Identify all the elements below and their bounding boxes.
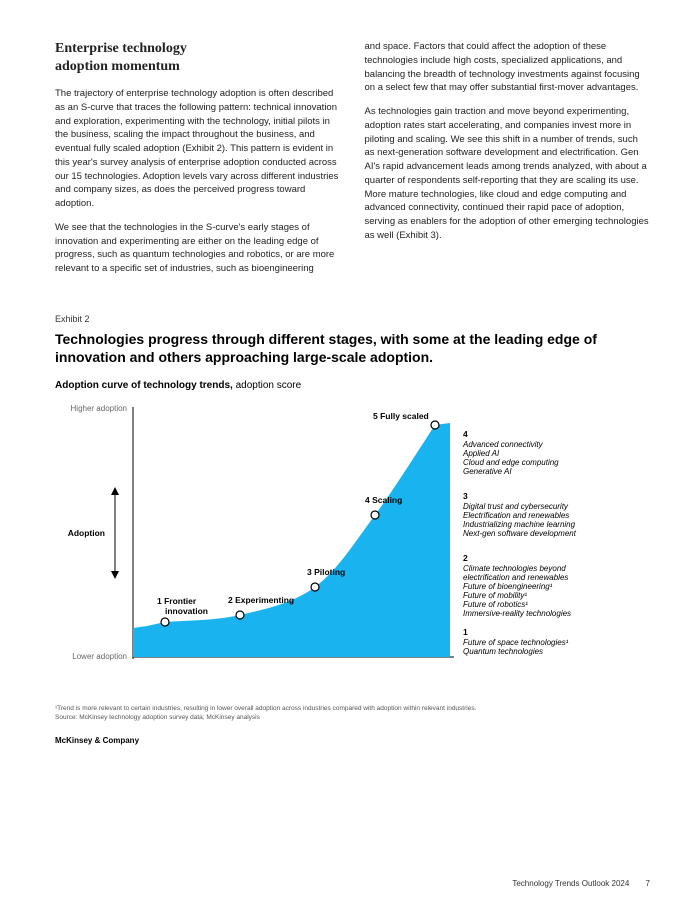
svg-text:electrification and renewables: electrification and renewables: [463, 573, 568, 582]
svg-text:Adoption: Adoption: [68, 528, 105, 538]
company-name: McKinsey & Company: [55, 736, 650, 745]
page-footer: Technology Trends Outlook 2024 7: [512, 879, 650, 888]
svg-text:Generative AI: Generative AI: [463, 467, 512, 476]
chart-subtitle-rest: adoption score: [233, 380, 301, 391]
svg-text:Lower adoption: Lower adoption: [72, 652, 127, 661]
svg-text:Quantum technologies: Quantum technologies: [463, 647, 543, 656]
svg-text:1: 1: [463, 627, 468, 637]
svg-text:Advanced connectivity: Advanced connectivity: [462, 440, 544, 449]
adoption-curve-chart: 1 Frontierinnovation 2 Experimenting 3 Pil…: [55, 397, 650, 697]
para-right-2: As technologies gain traction and move b…: [365, 105, 651, 243]
exhibit-2: Exhibit 2 Technologies progress through …: [55, 314, 650, 745]
svg-text:Higher adoption: Higher adoption: [71, 404, 127, 413]
exhibit-label: Exhibit 2: [55, 314, 650, 324]
para-left-1: The trajectory of enterprise technology …: [55, 87, 341, 211]
svg-text:Climate technologies beyond: Climate technologies beyond: [463, 564, 566, 573]
svg-text:Digital trust and cybersecurit: Digital trust and cybersecurity: [463, 502, 569, 511]
svg-text:Future of space technologies¹: Future of space technologies¹: [463, 638, 569, 647]
svg-text:4: 4: [463, 429, 468, 439]
footnote-line2: Source: McKinsey technology adoption sur…: [55, 714, 260, 721]
svg-text:Future of mobility¹: Future of mobility¹: [463, 591, 527, 600]
column-right: and space. Factors that could affect the…: [365, 40, 651, 286]
svg-text:Industrializing machine learni: Industrializing machine learning: [463, 520, 576, 529]
svg-text:5 Fully scaled: 5 Fully scaled: [373, 411, 429, 421]
svg-text:1 Frontier: 1 Frontier: [157, 596, 197, 606]
svg-text:4 Scaling: 4 Scaling: [365, 495, 402, 505]
svg-text:Electrification and renewables: Electrification and renewables: [463, 511, 569, 520]
body-columns: Enterprise technology adoption momentum …: [55, 40, 650, 286]
chart-footnote: ¹Trend is more relevant to certain indus…: [55, 705, 650, 722]
svg-text:Next-gen software development: Next-gen software development: [463, 529, 577, 538]
footnote-line1: ¹Trend is more relevant to certain indus…: [55, 705, 476, 712]
section-heading: Enterprise technology adoption momentum: [55, 40, 341, 75]
svg-text:Applied AI: Applied AI: [462, 449, 500, 458]
column-left: Enterprise technology adoption momentum …: [55, 40, 341, 286]
footer-page: 7: [646, 879, 650, 888]
para-left-2: We see that the technologies in the S-cu…: [55, 221, 341, 276]
svg-text:3: 3: [463, 491, 468, 501]
svg-text:2: 2: [463, 553, 468, 563]
footer-doc: Technology Trends Outlook 2024: [512, 879, 629, 888]
heading-line1: Enterprise technology: [55, 41, 187, 56]
para-right-1: and space. Factors that could affect the…: [365, 40, 651, 95]
svg-text:3 Piloting: 3 Piloting: [307, 567, 345, 577]
svg-text:Immersive-reality technologies: Immersive-reality technologies: [463, 609, 571, 618]
heading-line2: adoption momentum: [55, 59, 180, 74]
svg-text:Future of robotics¹: Future of robotics¹: [463, 600, 528, 609]
svg-text:2 Experimenting: 2 Experimenting: [228, 595, 294, 605]
exhibit-title: Technologies progress through different …: [55, 330, 650, 366]
svg-text:Future of bioengineering¹: Future of bioengineering¹: [463, 582, 553, 591]
chart-subtitle-bold: Adoption curve of technology trends,: [55, 380, 233, 391]
svg-text:innovation: innovation: [165, 606, 208, 616]
chart-subtitle: Adoption curve of technology trends, ado…: [55, 380, 650, 391]
svg-text:Cloud and edge computing: Cloud and edge computing: [463, 458, 559, 467]
